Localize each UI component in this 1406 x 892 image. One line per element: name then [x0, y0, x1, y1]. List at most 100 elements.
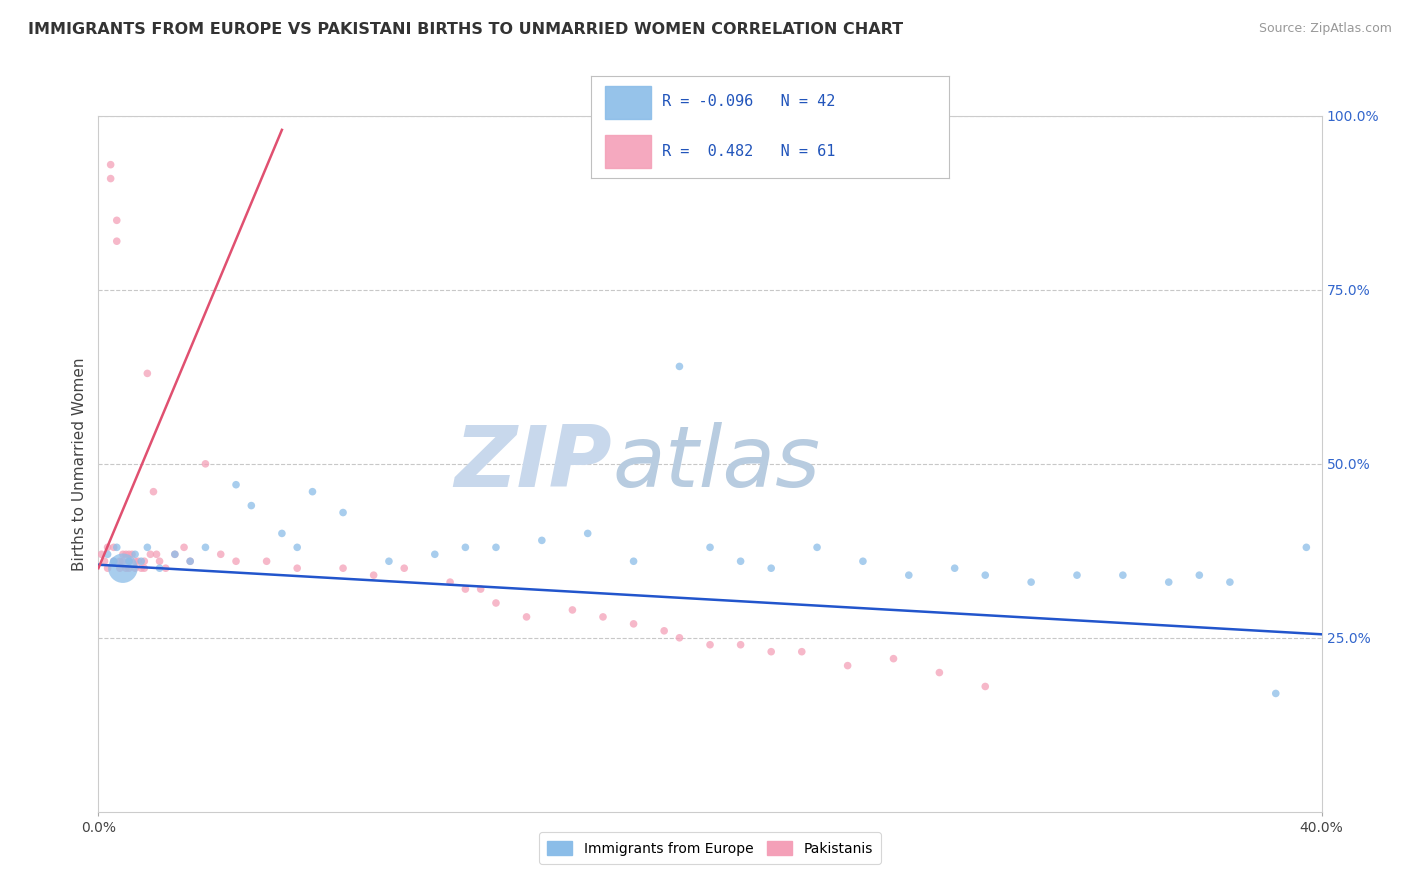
Point: [100, 171, 122, 186]
Point: [332, 506, 354, 520]
Point: [194, 541, 217, 555]
Point: [423, 547, 446, 561]
Point: [623, 616, 645, 631]
Point: [103, 541, 125, 555]
Point: [225, 477, 247, 491]
Point: [883, 651, 905, 665]
Point: [105, 213, 128, 227]
Point: [240, 499, 263, 513]
Point: [790, 645, 813, 659]
Point: [97, 541, 120, 555]
Point: [1066, 568, 1088, 582]
Point: [516, 610, 538, 624]
Point: [454, 582, 477, 596]
Point: [1219, 575, 1241, 590]
Point: [623, 554, 645, 568]
Point: [485, 596, 508, 610]
Point: [943, 561, 966, 575]
Point: [129, 561, 152, 575]
Point: [1264, 686, 1286, 700]
Y-axis label: Births to Unmarried Women: Births to Unmarried Women: [72, 357, 87, 571]
Point: [173, 541, 195, 555]
Point: [592, 610, 614, 624]
Text: R = -0.096   N = 42: R = -0.096 N = 42: [662, 95, 835, 110]
Point: [652, 624, 675, 638]
Point: [761, 561, 783, 575]
Bar: [605, 136, 651, 168]
Point: [470, 582, 492, 596]
Point: [179, 554, 201, 568]
Text: IMMIGRANTS FROM EUROPE VS PAKISTANI BIRTHS TO UNMARRIED WOMEN CORRELATION CHART: IMMIGRANTS FROM EUROPE VS PAKISTANI BIRT…: [28, 22, 903, 37]
Point: [136, 541, 159, 555]
Point: [225, 554, 247, 568]
Point: [285, 561, 308, 575]
Point: [194, 457, 217, 471]
Legend: Immigrants from Europe, Pakistanis: Immigrants from Europe, Pakistanis: [538, 832, 882, 864]
Point: [124, 561, 146, 575]
Point: [332, 561, 354, 575]
Point: [129, 554, 152, 568]
Point: [118, 554, 141, 568]
Point: [134, 561, 156, 575]
Point: [301, 484, 323, 499]
Point: [124, 554, 146, 568]
Point: [93, 554, 115, 568]
Point: [97, 561, 120, 575]
Point: [270, 526, 294, 541]
Point: [121, 547, 143, 561]
Point: [1019, 575, 1042, 590]
Text: R =  0.482   N = 61: R = 0.482 N = 61: [662, 144, 835, 159]
Point: [111, 554, 134, 568]
Point: [974, 568, 997, 582]
Point: [576, 526, 599, 541]
Point: [103, 554, 125, 568]
Point: [108, 561, 131, 575]
Point: [111, 547, 134, 561]
Point: [561, 603, 583, 617]
Point: [730, 638, 752, 652]
Point: [699, 541, 721, 555]
Point: [105, 234, 128, 248]
Point: [100, 158, 122, 172]
Point: [730, 554, 752, 568]
Point: [149, 561, 172, 575]
Point: [97, 547, 120, 561]
Point: [111, 561, 134, 575]
Point: [108, 554, 131, 568]
Point: [485, 541, 508, 555]
Point: [155, 561, 177, 575]
Point: [163, 547, 186, 561]
Point: [806, 541, 828, 555]
Point: [1188, 568, 1211, 582]
Point: [1157, 575, 1180, 590]
Point: [139, 547, 162, 561]
Point: [256, 554, 278, 568]
Point: [118, 561, 141, 575]
Point: [285, 541, 308, 555]
Point: [363, 568, 385, 582]
Point: [115, 547, 138, 561]
Point: [439, 575, 461, 590]
Point: [974, 680, 997, 694]
Text: Source: ZipAtlas.com: Source: ZipAtlas.com: [1258, 22, 1392, 36]
Point: [1112, 568, 1135, 582]
Point: [392, 561, 416, 575]
Point: [134, 554, 156, 568]
Point: [1295, 541, 1317, 555]
Point: [103, 554, 125, 568]
Point: [668, 631, 690, 645]
Point: [378, 554, 401, 568]
Point: [699, 638, 721, 652]
Text: atlas: atlas: [612, 422, 820, 506]
Point: [928, 665, 950, 680]
Point: [209, 547, 232, 561]
Point: [145, 547, 167, 561]
Text: ZIP: ZIP: [454, 422, 612, 506]
Bar: [605, 87, 651, 119]
Point: [149, 554, 172, 568]
Point: [163, 547, 186, 561]
Point: [136, 367, 159, 381]
Point: [124, 547, 146, 561]
Point: [761, 645, 783, 659]
Point: [105, 541, 128, 555]
